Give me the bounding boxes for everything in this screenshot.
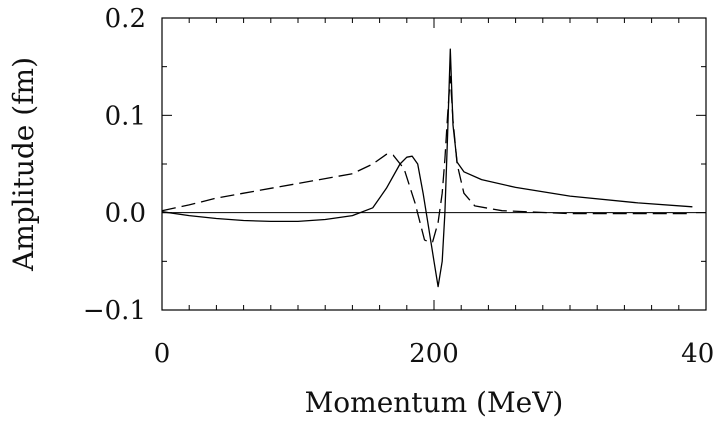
series-group bbox=[161, 48, 693, 288]
axis-ticks bbox=[161, 17, 707, 311]
y-axis-title: Amplitude (fm) bbox=[7, 57, 40, 272]
x-tick-label: 200 bbox=[409, 339, 459, 369]
y-tick-label: 0.1 bbox=[105, 101, 146, 131]
dashed-series-line bbox=[161, 75, 693, 243]
y-tick-label: 0.2 bbox=[105, 4, 146, 34]
x-tick-label: 0 bbox=[154, 339, 171, 369]
plot-frame bbox=[161, 17, 707, 311]
tick-labels: 0 200 400 −0.1 0.0 0.1 0.2 bbox=[83, 4, 714, 369]
solid-series-line bbox=[161, 48, 693, 288]
x-axis-title: Momentum (MeV) bbox=[305, 386, 564, 419]
x-tick-label: 400 bbox=[681, 339, 714, 369]
y-tick-label: 0.0 bbox=[105, 199, 146, 229]
y-tick-label: −0.1 bbox=[83, 296, 146, 326]
